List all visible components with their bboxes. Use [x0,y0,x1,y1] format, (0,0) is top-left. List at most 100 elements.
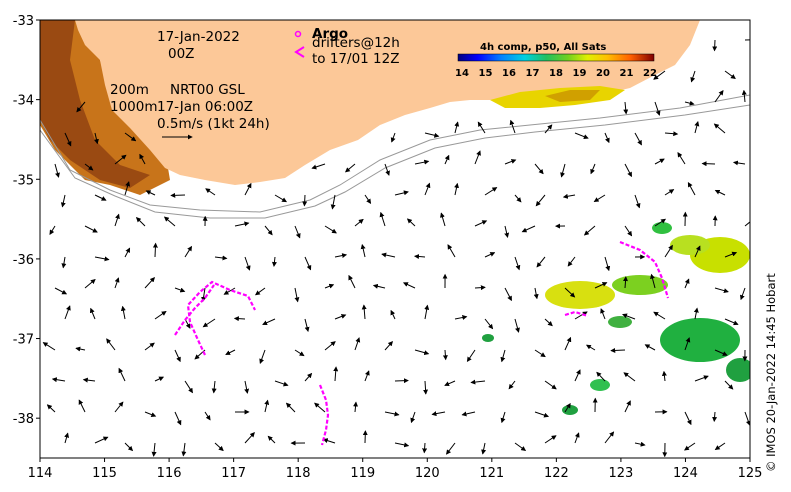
current-arrow [353,401,359,413]
colorbar-tick-label: 16 [502,68,516,79]
current-arrow [139,153,146,165]
current-arrow [354,218,364,227]
current-arrow [684,278,690,289]
current-arrow [384,411,400,417]
current-arrow [713,123,726,134]
current-arrow [390,132,396,143]
current-arrow [574,369,581,382]
current-arrow [504,225,510,238]
current-arrow [654,158,665,165]
current-arrow [624,225,633,237]
current-arrow [600,308,606,320]
current-arrow [604,132,610,144]
current-arrow [322,438,336,444]
current-arrow [574,311,588,320]
current-arrow [514,194,522,203]
current-arrow [422,442,428,454]
current-arrow [225,349,236,355]
current-arrow [82,377,96,383]
current-arrow [500,411,506,424]
x-tick-label: 122 [544,466,569,481]
current-arrow [311,163,326,170]
plot-frame [39,19,751,459]
current-arrow [42,342,56,351]
current-arrow [585,344,596,351]
current-arrow [535,194,546,207]
current-arrow [694,245,701,258]
current-arrow [504,287,512,302]
current-arrow [259,349,266,364]
current-arrow [654,101,661,116]
current-arrow [684,442,696,451]
current-arrow [424,304,430,320]
current-arrow [544,435,557,444]
sst-patches-east [482,222,750,415]
current-arrow [390,309,396,320]
current-arrow [477,121,486,134]
colorbar-tick-label: 14 [455,68,469,79]
current-arrow [145,190,156,196]
current-arrow [564,336,572,351]
current-arrow [533,287,539,300]
current-arrow [344,163,356,173]
current-arrow [590,163,596,175]
current-arrow [624,400,631,413]
current-arrow [78,399,86,413]
current-arrow [509,119,516,134]
current-arrow [205,188,216,196]
current-arrow [484,187,498,196]
y-tick-label: -36 [13,253,34,268]
x-tick-label: 125 [738,466,763,481]
current-arrow [664,244,673,258]
isobath-200m-label: 200m [110,82,149,98]
current-arrow [741,89,747,103]
current-arrow [474,150,481,165]
current-arrow [76,101,86,113]
current-arrow [650,273,656,289]
current-arrow [372,283,386,289]
current-arrow [361,304,367,320]
current-arrow [324,283,335,289]
current-arrow [364,194,372,205]
current-arrow [484,252,496,258]
x-tick-label: 116 [157,466,182,481]
current-arrow [394,378,409,384]
current-arrow [714,442,726,450]
current-arrow [244,432,255,444]
current-arrow [684,337,691,351]
current-arrow [181,442,187,457]
current-arrow [154,376,165,382]
current-arrow [333,366,339,382]
x-tick-label: 121 [479,466,504,481]
current-arrow [294,225,301,239]
colorbar-tick-label: 20 [596,68,610,79]
current-arrow [444,154,450,165]
current-arrow [431,411,446,417]
x-tick-label: 115 [92,466,117,481]
current-arrow [294,287,300,303]
current-arrow [154,310,167,320]
current-arrow [262,318,276,326]
current-arrow [484,318,494,330]
current-arrow [534,411,550,418]
current-arrow [135,217,146,227]
current-arrow [596,371,606,382]
current-arrow [394,190,409,196]
current-arrow [567,256,576,267]
current-arrow [114,213,120,227]
current-arrow [447,244,456,258]
colorbar-tick-label: 17 [526,68,540,79]
product-time-label: 17-Jan 06:00Z [157,99,253,115]
current-arrow [234,221,250,227]
date-label: 17-Jan-2022 [157,29,240,45]
current-arrow [302,194,308,207]
current-arrow [514,318,520,333]
current-arrow [49,225,56,235]
current-arrow [414,159,430,165]
x-tick-label: 118 [286,466,311,481]
drifter-tracks [174,240,670,446]
scale-arrow-label: 0.5m/s (1kt 24h) [157,116,270,132]
current-arrow [693,307,699,320]
current-arrow [714,189,726,196]
